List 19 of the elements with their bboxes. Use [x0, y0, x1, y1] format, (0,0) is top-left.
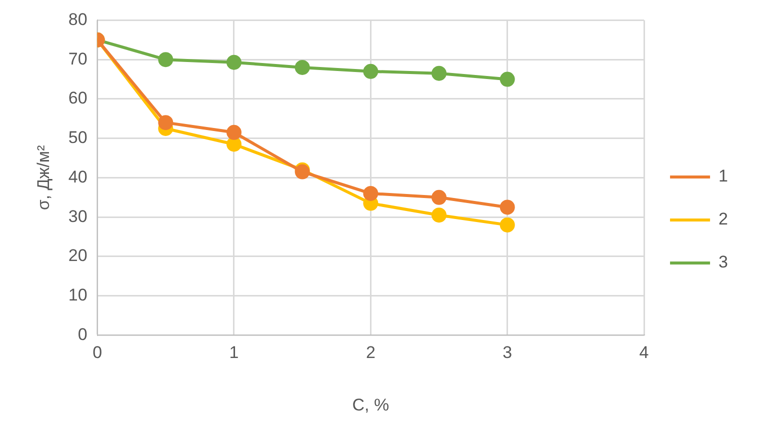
y-tick-label: 70	[68, 49, 88, 68]
y-tick-label: 30	[68, 206, 88, 226]
y-axis-title: σ, Дж/м²	[34, 144, 53, 210]
y-tick-label: 80	[68, 10, 88, 29]
y-tick-label: 0	[78, 324, 88, 344]
x-tick-label: 4	[639, 343, 649, 362]
legend-label: 1	[718, 166, 728, 186]
y-tick-label: 50	[68, 128, 88, 148]
legend-label: 3	[718, 252, 728, 272]
x-tick-label: 0	[92, 343, 102, 362]
y-tick-label: 10	[68, 286, 88, 305]
x-tick-label: 2	[366, 343, 376, 362]
y-tick-label: 60	[68, 88, 88, 108]
legend-label: 2	[718, 210, 728, 229]
x-axis-title: С, %	[352, 395, 390, 414]
y-tick-label: 20	[68, 246, 88, 266]
x-tick-label: 3	[502, 343, 512, 362]
y-tick-label: 40	[68, 167, 88, 186]
x-tick-label: 1	[229, 343, 239, 362]
